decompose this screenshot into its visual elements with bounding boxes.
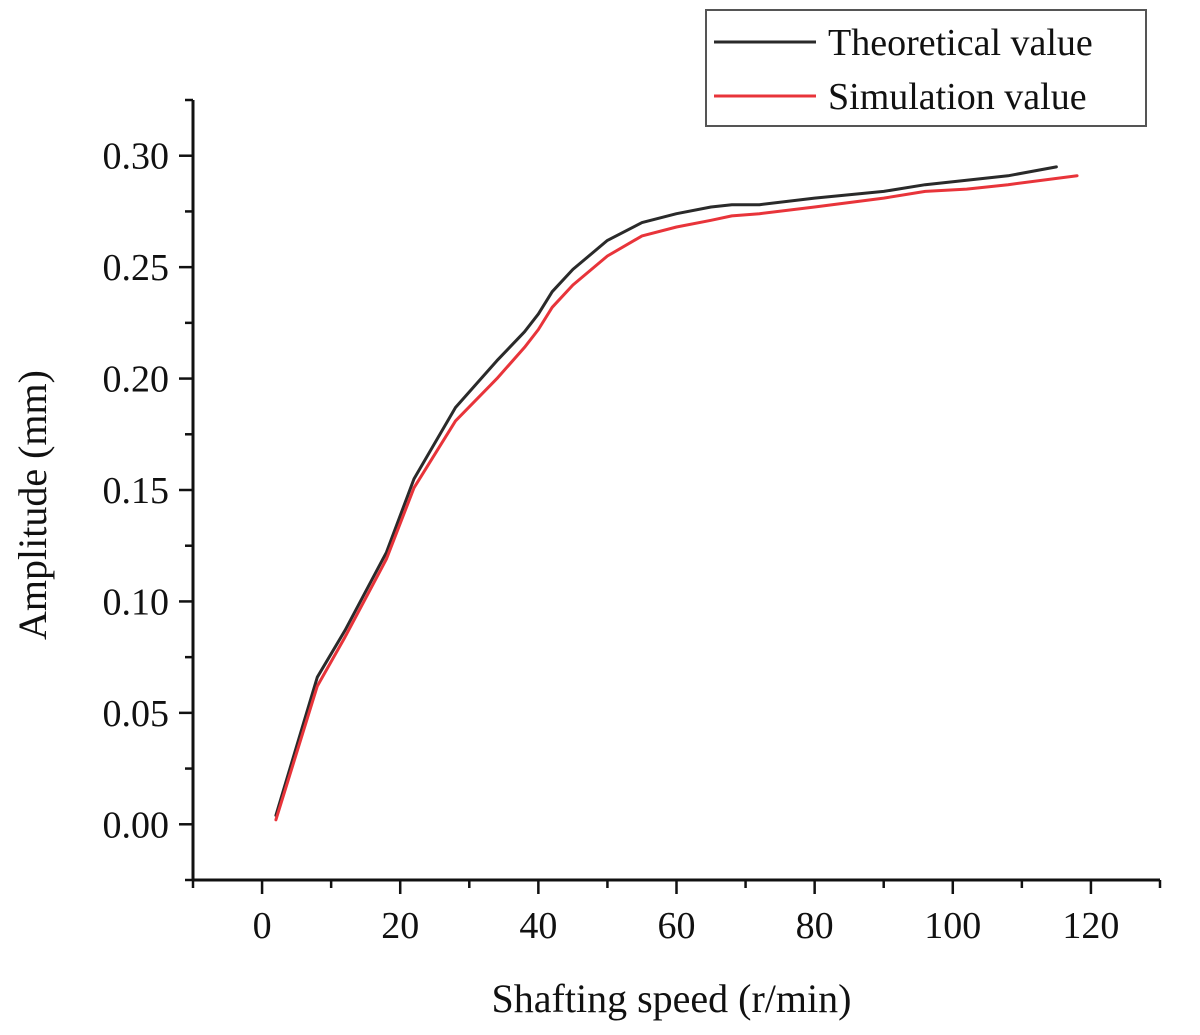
y-tick-label: 0.20 bbox=[103, 359, 170, 401]
y-tick-label: 0.30 bbox=[103, 136, 170, 178]
series-line-theoretical bbox=[274, 165, 1058, 817]
y-tick-label: 0.05 bbox=[103, 693, 170, 735]
x-tick-label: 60 bbox=[658, 905, 696, 947]
x-tick-label: 20 bbox=[381, 905, 419, 947]
series-line-simulation bbox=[274, 174, 1079, 822]
y-tick-label: 0.00 bbox=[103, 804, 170, 846]
x-tick-label: 80 bbox=[796, 905, 834, 947]
x-tick-label: 40 bbox=[519, 905, 557, 947]
y-tick-label: 0.10 bbox=[103, 581, 170, 623]
y-axis-title: Amplitude (mm) bbox=[10, 370, 55, 640]
legend-label: Theoretical value bbox=[828, 22, 1093, 64]
legend-label: Simulation value bbox=[828, 76, 1087, 118]
legend-box bbox=[705, 9, 1147, 127]
legend: Theoretical value Simulation value bbox=[705, 9, 1147, 127]
x-axis-title: Shafting speed (r/min) bbox=[492, 976, 852, 1021]
x-tick-label: 120 bbox=[1062, 905, 1119, 947]
y-tick-label: 0.15 bbox=[103, 470, 170, 512]
x-tick-label: 100 bbox=[924, 905, 981, 947]
x-tick-label: 0 bbox=[253, 905, 272, 947]
axes: 0 20 40 60 80 100 120 0.00 0.05 0.10 0.15 0.20 0.25 0… bbox=[10, 98, 1162, 1021]
y-tick-label: 0.25 bbox=[103, 247, 170, 289]
plot-area bbox=[274, 165, 1079, 822]
